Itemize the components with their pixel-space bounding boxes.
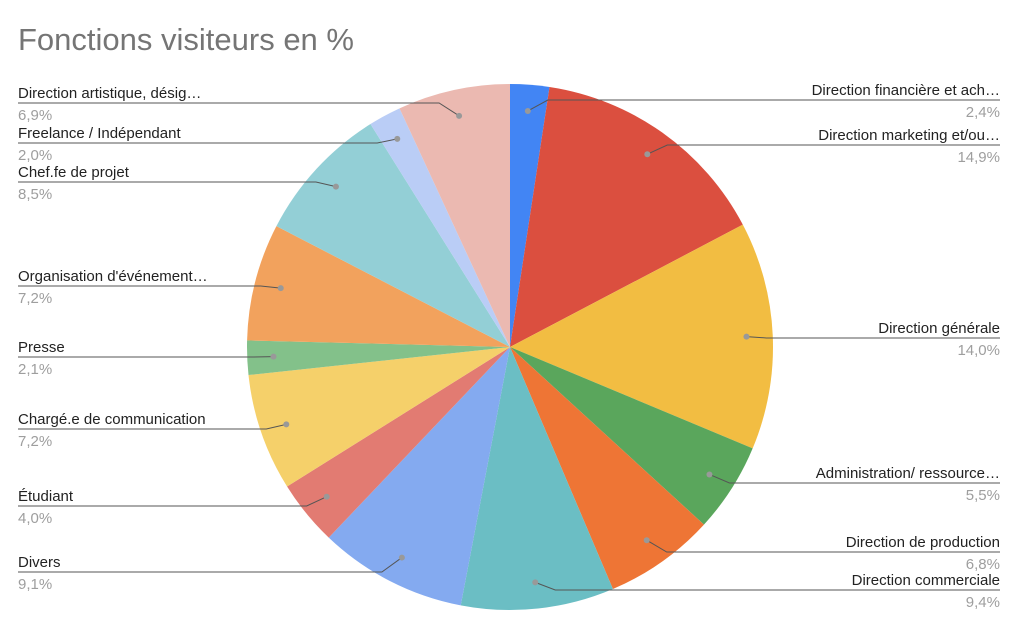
slice-label: Direction générale xyxy=(878,320,1000,337)
slice-label: Freelance / Indépendant xyxy=(18,125,181,142)
leader-dot xyxy=(743,333,750,340)
slice-label: Étudiant xyxy=(18,488,74,505)
slice-label: Direction marketing et/ou… xyxy=(818,127,1000,144)
slice-value-label: 7,2% xyxy=(18,290,52,307)
slice-value-label: 7,2% xyxy=(18,433,52,450)
pie-slice[interactable] xyxy=(248,347,510,487)
slice-label: Administration/ ressource… xyxy=(816,465,1000,482)
leader-line xyxy=(18,138,398,144)
leader-dot xyxy=(398,554,405,561)
pie-slice[interactable] xyxy=(460,347,613,610)
slice-value-label: 6,8% xyxy=(966,556,1000,573)
leader-dot xyxy=(644,151,651,158)
slice-label: Direction commerciale xyxy=(852,572,1000,589)
leader-dot xyxy=(323,493,330,500)
pie-slice[interactable] xyxy=(510,347,753,525)
pie-slice[interactable] xyxy=(370,108,510,347)
slice-label: Presse xyxy=(18,339,65,356)
chart-title: Fonctions visiteurs en % xyxy=(18,22,354,57)
pie-slice[interactable] xyxy=(510,86,743,347)
slice-value-label: 2,4% xyxy=(966,104,1000,121)
leader-line xyxy=(746,336,1000,339)
slice-value-label: 2,1% xyxy=(18,361,52,378)
leader-line xyxy=(18,423,287,430)
leader-dot xyxy=(706,471,713,478)
slice-label: Direction artistique, désig… xyxy=(18,85,201,102)
leader-line xyxy=(647,144,1000,155)
pie-slice[interactable] xyxy=(247,340,510,376)
slice-value-label: 4,0% xyxy=(18,510,52,527)
leader-dot xyxy=(524,107,531,114)
slice-label: Direction financière et ach… xyxy=(812,82,1000,99)
leader-dot xyxy=(277,285,284,292)
pie-slice[interactable] xyxy=(287,347,510,538)
leader-line xyxy=(527,99,1000,112)
slice-label: Divers xyxy=(18,554,61,571)
pie-slice[interactable] xyxy=(399,84,510,347)
pie-slice[interactable] xyxy=(276,124,510,347)
slice-value-label: 9,1% xyxy=(18,576,52,593)
pie-slice[interactable] xyxy=(510,347,704,590)
leader-dot xyxy=(283,421,290,428)
pie-slice[interactable] xyxy=(510,224,773,449)
leader-dot xyxy=(394,135,401,142)
slice-value-label: 8,5% xyxy=(18,186,52,203)
leader-line xyxy=(18,102,460,117)
leader-line xyxy=(18,496,327,507)
leader-dot xyxy=(532,579,539,586)
slice-value-label: 14,0% xyxy=(957,342,1000,359)
leader-dot xyxy=(270,353,277,360)
slice-label: Organisation d'événement… xyxy=(18,268,208,285)
slice-value-label: 14,9% xyxy=(957,149,1000,166)
leader-line xyxy=(18,181,337,188)
pie-slice[interactable] xyxy=(247,226,510,347)
leader-line xyxy=(18,285,281,289)
leader-line xyxy=(18,557,403,573)
slice-label: Direction de production xyxy=(846,534,1000,551)
slice-value-label: 6,9% xyxy=(18,107,52,124)
leader-dot xyxy=(456,112,463,119)
slice-value-label: 9,4% xyxy=(966,594,1000,611)
slice-label: Chef.fe de projet xyxy=(18,164,130,181)
slice-value-label: 2,0% xyxy=(18,147,52,164)
slice-label: Chargé.e de communication xyxy=(18,411,206,428)
leader-dot xyxy=(643,537,650,544)
pie-slice[interactable] xyxy=(510,84,550,347)
slice-value-label: 5,5% xyxy=(966,487,1000,504)
leader-line xyxy=(709,473,1000,484)
leader-dot xyxy=(332,183,339,190)
leader-line xyxy=(535,581,1000,591)
leader-line xyxy=(646,539,1000,553)
pie-slice[interactable] xyxy=(328,347,510,606)
